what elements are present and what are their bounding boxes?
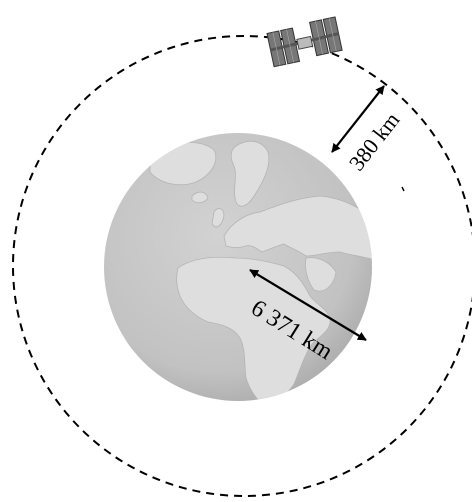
orbit-altitude-label: 380 km — [344, 107, 405, 175]
earth-radius-arrow — [249, 269, 367, 341]
space-station-icon — [266, 16, 343, 68]
earth-globe-icon — [104, 133, 372, 401]
orbit-path — [12, 35, 472, 497]
stray-mark — [401, 186, 405, 192]
orbit-altitude-arrow — [331, 85, 385, 153]
